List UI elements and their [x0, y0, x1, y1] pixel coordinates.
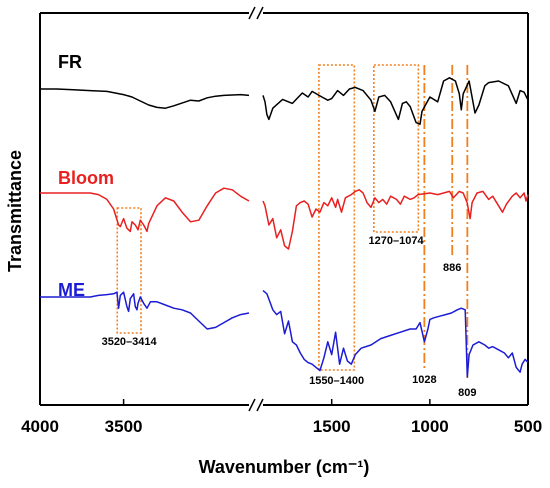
series-line-me-right — [262, 290, 529, 378]
x-tick-label-1000: 1000 — [411, 417, 449, 436]
series-group — [40, 77, 529, 378]
series-line-bloom-left — [40, 187, 250, 233]
annotation-label-2: 1270–1074 — [369, 235, 425, 247]
annotation-box-0 — [116, 207, 142, 334]
series-label-fr: FR — [58, 52, 82, 72]
series-labels: FR Bloom ME — [58, 52, 114, 300]
x-tick-label-3500: 3500 — [105, 417, 143, 436]
annotation-label-1: 1550–1400 — [309, 375, 364, 387]
annotation-box-1 — [318, 64, 356, 371]
plot-frame — [39, 12, 529, 406]
axis-break-bottom — [248, 398, 264, 412]
series-label-bloom: Bloom — [58, 168, 114, 188]
annotation-box-2 — [373, 64, 420, 233]
series-line-fr-right — [262, 77, 529, 125]
series-line-fr-left — [40, 88, 250, 109]
annotation-label-886: 886 — [443, 262, 461, 274]
x-tick-label-500: 500 — [514, 417, 542, 436]
series-line-bloom-right — [262, 189, 529, 250]
annotations: 3520–3414 1550–1400 1270–1074 1028 886 809 — [102, 64, 477, 399]
annotation-label-0: 3520–3414 — [102, 336, 158, 348]
x-ticks: 4000 3500 1500 1000 500 — [21, 399, 542, 436]
x-tick-label-1500: 1500 — [313, 417, 351, 436]
series-line-me-left — [40, 291, 250, 330]
annotation-label-1028: 1028 — [412, 374, 436, 386]
y-axis-title: Transmittance — [5, 150, 25, 272]
axis-break-top — [248, 6, 264, 20]
x-axis-title: Wavenumber (cm⁻¹) — [199, 457, 370, 477]
annotation-label-809: 809 — [458, 387, 476, 399]
x-tick-label-4000: 4000 — [21, 417, 59, 436]
series-label-me: ME — [58, 280, 85, 300]
